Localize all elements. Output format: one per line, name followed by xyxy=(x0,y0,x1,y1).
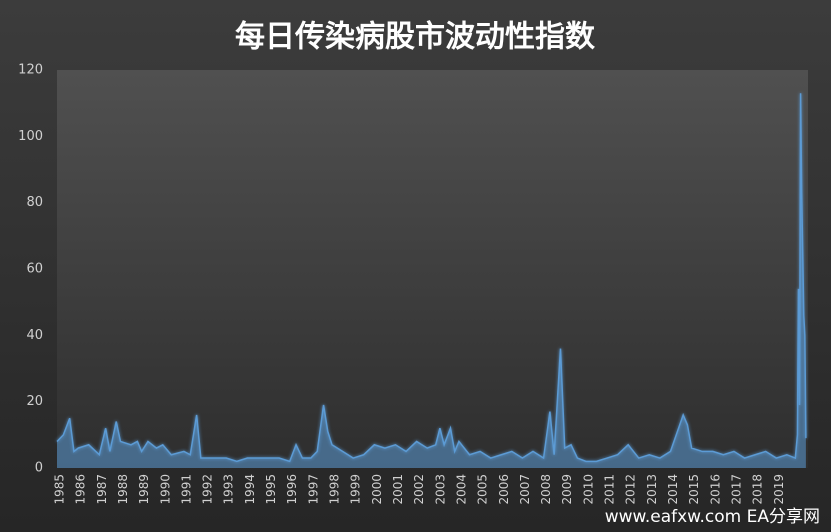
x-tick-label: 1985 xyxy=(53,474,67,505)
y-tick-label: 120 xyxy=(18,63,43,78)
x-tick-label: 2007 xyxy=(518,474,532,505)
x-tick-label: 1992 xyxy=(201,474,215,505)
x-tick-label: 2013 xyxy=(645,474,659,505)
x-tick-label: 1993 xyxy=(222,474,236,505)
x-tick-label: 2016 xyxy=(708,474,722,505)
y-tick-label: 20 xyxy=(26,394,43,409)
x-tick-label: 2002 xyxy=(412,474,426,505)
y-tick-label: 100 xyxy=(18,129,43,144)
x-tick-label: 1990 xyxy=(158,474,172,505)
x-tick-label: 2009 xyxy=(560,474,574,505)
x-tick-label: 2008 xyxy=(539,474,553,505)
x-tick-label: 1997 xyxy=(306,474,320,505)
watermark: www.eafxw.com EA分享网 xyxy=(605,507,820,527)
x-tick-label: 2005 xyxy=(476,474,490,505)
y-tick-label: 60 xyxy=(26,262,43,277)
x-tick-label: 1986 xyxy=(74,474,88,505)
x-tick-label: 2000 xyxy=(370,474,384,505)
x-tick-label: 1998 xyxy=(328,474,342,505)
x-tick-label: 2019 xyxy=(772,474,786,505)
x-tick-label: 2017 xyxy=(729,474,743,505)
x-tick-label: 2004 xyxy=(454,474,468,505)
x-tick-label: 1994 xyxy=(243,474,257,505)
y-tick-label: 40 xyxy=(26,328,43,343)
x-tick-label: 1995 xyxy=(264,474,278,505)
x-tick-label: 2012 xyxy=(624,474,638,505)
x-tick-label: 1999 xyxy=(349,474,363,505)
x-tick-label: 1996 xyxy=(285,474,299,505)
x-tick-label: 1988 xyxy=(116,474,130,505)
x-tick-label: 2006 xyxy=(497,474,511,505)
x-tick-label: 2010 xyxy=(581,474,595,505)
line xyxy=(56,93,807,463)
x-tick-label: 1987 xyxy=(95,474,109,505)
y-tick-label: 80 xyxy=(26,195,43,210)
x-tick-label: 1991 xyxy=(179,474,193,505)
x-tick-label: 2015 xyxy=(687,474,701,505)
chart-title: 每日传染病股市波动性指数 xyxy=(235,20,596,55)
y-tick-label: 0 xyxy=(35,461,43,476)
x-tick-label: 2011 xyxy=(603,474,617,505)
x-tick-label: 2018 xyxy=(751,474,765,505)
x-tick-label: 2014 xyxy=(666,474,680,505)
x-tick-label: 2001 xyxy=(391,474,405,505)
x-tick-label: 1989 xyxy=(137,474,151,505)
plot-area xyxy=(57,70,808,468)
x-tick-label: 2003 xyxy=(433,474,447,505)
